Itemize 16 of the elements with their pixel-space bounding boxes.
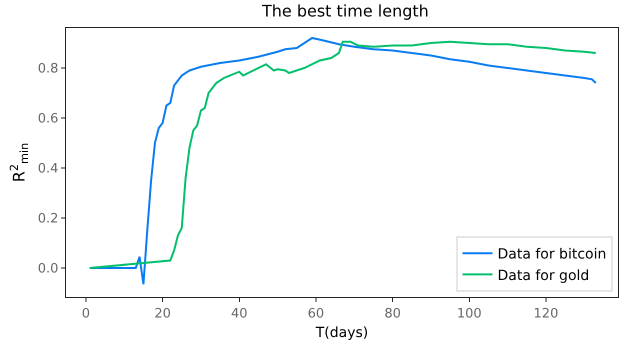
y-tick-label: 0.8 bbox=[38, 62, 58, 77]
y-tick-label: 0.4 bbox=[38, 162, 58, 177]
x-tick-label: 100 bbox=[456, 306, 482, 322]
x-tick-label: 20 bbox=[154, 306, 171, 322]
chart-title: The best time length bbox=[261, 1, 429, 20]
y-tick-label: 0.0 bbox=[38, 262, 58, 277]
legend-label: Data for bitcoin bbox=[497, 246, 606, 263]
x-axis-title: T(days) bbox=[314, 324, 368, 341]
y-tick-label: 0.2 bbox=[38, 212, 58, 227]
legend-label: Data for gold bbox=[497, 268, 590, 284]
x-tick-label: 120 bbox=[534, 306, 558, 322]
x-tick-label: 80 bbox=[384, 306, 401, 322]
x-tick-label: 60 bbox=[308, 306, 324, 322]
x-tick-label: 0 bbox=[82, 306, 90, 322]
y-tick-label: 0.6 bbox=[38, 112, 58, 127]
x-tick-label: 40 bbox=[230, 306, 248, 322]
